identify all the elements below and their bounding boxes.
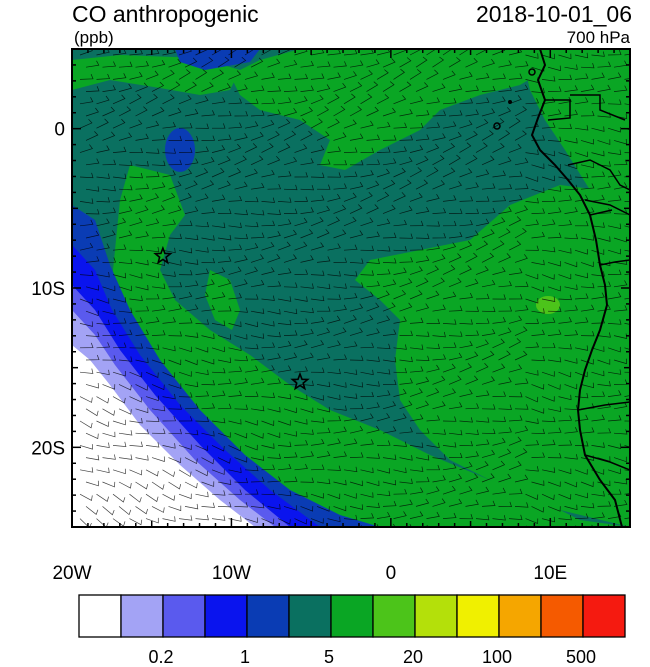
colorbar-label: 100 (482, 647, 512, 667)
colorbar-label: 1 (240, 647, 250, 667)
field-blue-blob (165, 128, 195, 172)
axis-tick-labels: 20W 10W 0 10E 0 10S 20S (31, 120, 567, 584)
wind-barbs (79, 49, 630, 527)
axis-ticks (71, 48, 631, 528)
lat-tick-label: 10S (31, 279, 65, 300)
colorbar-label: 20 (403, 647, 423, 667)
co-field (72, 49, 630, 527)
colorbar-label: 0.2 (148, 647, 173, 667)
colorbar-swatch (456, 594, 500, 638)
colorbar-swatch (78, 594, 122, 638)
lon-tick-label: 10E (533, 563, 567, 584)
lon-tick-label: 20W (52, 563, 91, 584)
island-2 (508, 100, 512, 104)
field-plume-band (110, 165, 630, 527)
colorbar-swatch (414, 594, 458, 638)
colorbar-swatch (120, 594, 164, 638)
field-plume-tongue (205, 270, 240, 330)
colorbar-swatch (330, 594, 374, 638)
colorbar-label: 500 (566, 647, 596, 667)
colorbar (78, 594, 626, 638)
country-borders (545, 94, 630, 471)
field-north-band (230, 49, 545, 170)
map-datetime: 2018-10-01_06 (475, 1, 632, 27)
colorbar-labels: 0.2 1 5 20 100 500 (148, 647, 596, 667)
colorbar-swatch (372, 594, 416, 638)
field-light-patch (536, 296, 560, 314)
field-blue-top (175, 49, 260, 70)
lat-tick-label: 0 (54, 120, 65, 141)
units-label: (ppb) (74, 28, 114, 47)
star-marker-1 (153, 245, 173, 265)
island-1 (493, 122, 501, 130)
field-southeast-area (355, 185, 630, 527)
pressure-level-label: 700 hPa (566, 28, 630, 47)
colorbar-swatch (204, 594, 248, 638)
field-sw-white (72, 345, 255, 527)
colorbar-swatch (540, 594, 584, 638)
colorbar-label: 5 (324, 647, 334, 667)
island-3 (528, 68, 536, 76)
colorbar-swatch (498, 594, 542, 638)
colorbar-swatch (582, 594, 626, 638)
star-marker-2 (290, 371, 310, 391)
lon-tick-label: 10W (212, 563, 251, 584)
colorbar-swatch (246, 594, 290, 638)
field-land-area (520, 49, 630, 200)
map-title: CO anthropogenic (72, 1, 259, 27)
colorbar-swatch (162, 594, 206, 638)
colorbar-swatch (288, 594, 332, 638)
wind-barb-paths (79, 49, 630, 527)
lon-tick-label: 0 (386, 563, 397, 584)
lat-tick-label: 20S (31, 438, 65, 459)
site-markers (153, 245, 310, 391)
